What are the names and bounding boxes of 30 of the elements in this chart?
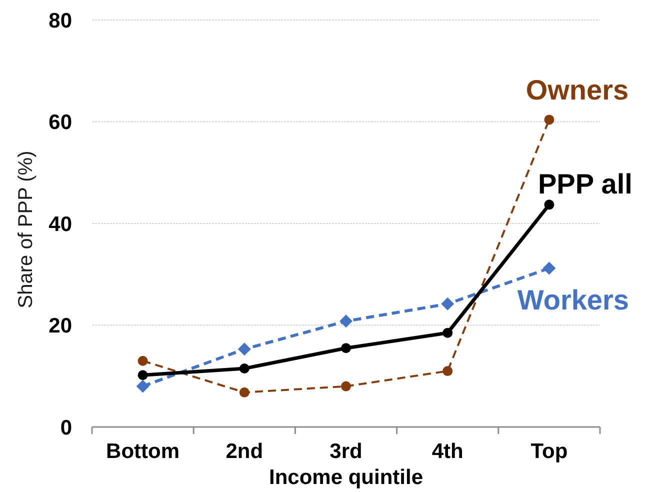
x-axis-title: Income quintile bbox=[268, 466, 424, 489]
x-tick-label: 3rd bbox=[330, 440, 362, 463]
point bbox=[138, 370, 148, 380]
point bbox=[341, 381, 351, 392]
series-label: Owners bbox=[526, 74, 629, 106]
x-tick-label: Top bbox=[530, 440, 568, 463]
series-label: PPP all bbox=[538, 168, 632, 200]
point bbox=[239, 363, 250, 374]
y-tick-label: 0 bbox=[60, 416, 72, 440]
y-tick-label: 20 bbox=[48, 314, 72, 338]
x-tick-label: 2nd bbox=[226, 440, 264, 463]
point bbox=[340, 314, 352, 328]
x-tick-label: Bottom bbox=[106, 440, 180, 463]
y-axis-title: Share of PPP (%) bbox=[15, 150, 37, 308]
point bbox=[138, 356, 148, 366]
point bbox=[544, 114, 554, 125]
point bbox=[544, 200, 554, 210]
series-label: Workers bbox=[517, 284, 629, 316]
point bbox=[442, 328, 453, 338]
x-tick-label: 4th bbox=[432, 440, 464, 463]
y-tick-label: 60 bbox=[48, 111, 72, 134]
y-tick-label: 80 bbox=[48, 9, 72, 32]
y-tick-label: 40 bbox=[48, 212, 72, 236]
point bbox=[441, 297, 454, 310]
point bbox=[442, 366, 453, 376]
point bbox=[239, 387, 250, 398]
point bbox=[238, 342, 251, 356]
point bbox=[542, 262, 556, 275]
point bbox=[341, 343, 351, 354]
point bbox=[136, 380, 150, 393]
